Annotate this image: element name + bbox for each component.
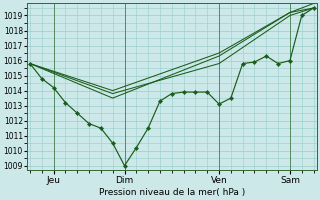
X-axis label: Pression niveau de la mer( hPa ): Pression niveau de la mer( hPa ) (99, 188, 245, 197)
